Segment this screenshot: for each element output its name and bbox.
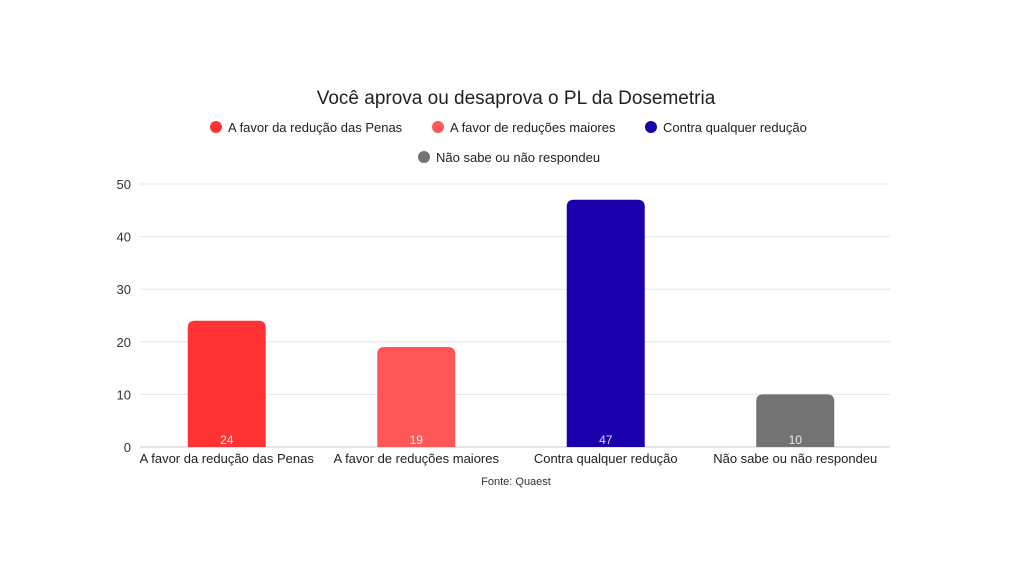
x-tick-label: A favor de reduções maiores [334,451,500,466]
y-tick-label: 30 [117,282,131,297]
y-tick-label: 40 [117,230,131,245]
legend-label: Não sabe ou não respondeu [436,150,600,165]
bar [566,199,645,447]
bar [377,347,456,447]
x-tick-label: Contra qualquer redução [534,451,678,466]
bar [756,394,835,447]
bar [187,320,266,447]
legend-marker [418,151,430,163]
y-tick-label: 50 [117,177,131,192]
data-label: 47 [599,433,613,447]
data-label: 19 [410,433,424,447]
chart-title: Você aprova ou desaprova o PL da Dosemet… [317,88,716,109]
data-label: 24 [220,433,234,447]
legend-label: A favor de reduções maiores [450,120,616,135]
x-tick-label: Não sabe ou não respondeu [713,451,877,466]
y-tick-label: 0 [124,440,131,455]
legend-marker [210,121,222,133]
data-label: 10 [789,433,803,447]
y-tick-label: 20 [117,335,131,350]
legend-label: A favor da redução das Penas [228,120,403,135]
legend-label: Contra qualquer redução [663,120,807,135]
legend-marker [645,121,657,133]
x-tick-label: A favor da redução das Penas [140,451,315,466]
y-tick-label: 10 [117,387,131,402]
source-note: Fonte: Quaest [481,476,551,488]
legend-marker [432,121,444,133]
